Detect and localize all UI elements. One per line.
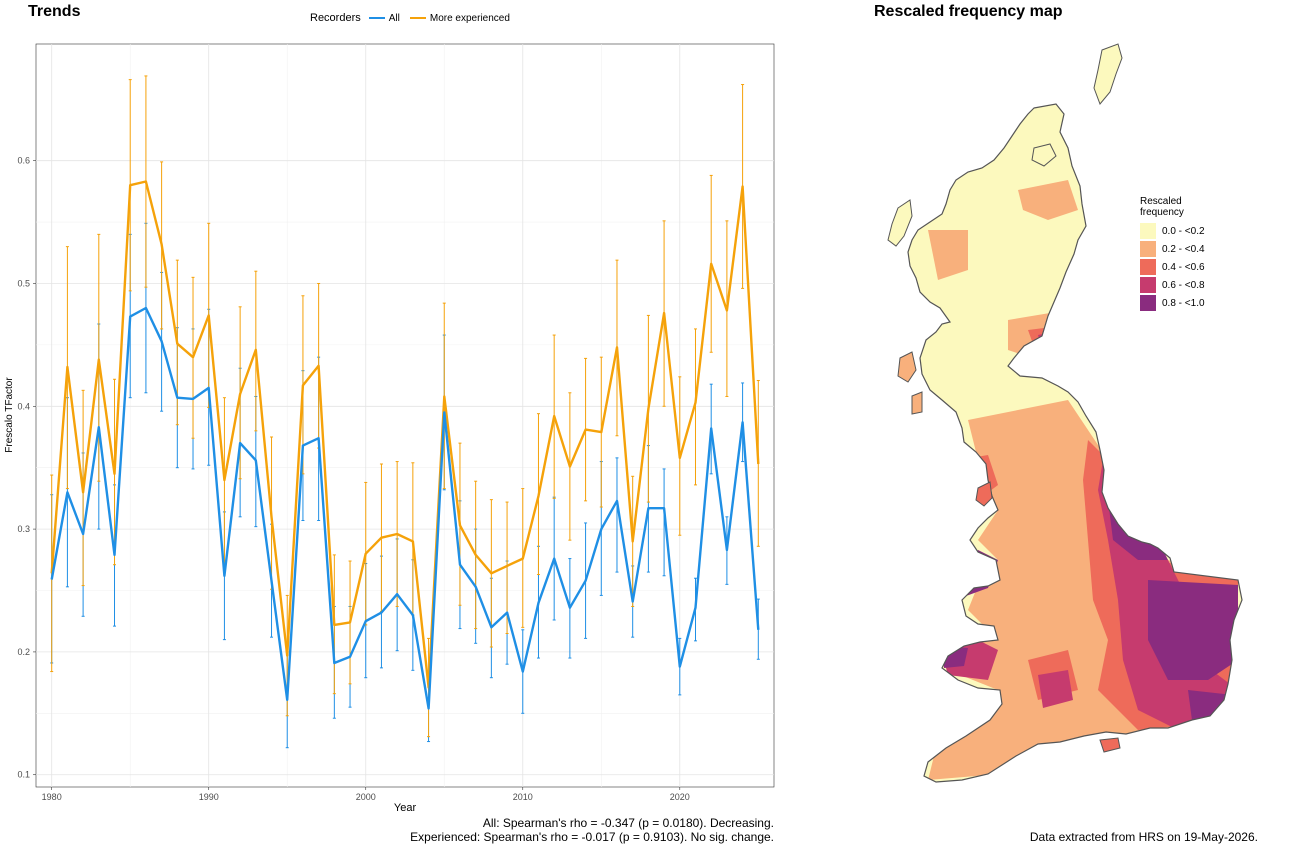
map-legend-title-2: frequency (1140, 207, 1184, 218)
map-legend-label: 0.8 - <1.0 (1162, 297, 1205, 309)
stat-experienced: Experienced: Spearman's rho = -0.017 (p … (410, 830, 774, 844)
outer-hebrides (887, 199, 913, 247)
x-axis-label: Year (394, 802, 417, 814)
x-tick-label: 2010 (513, 792, 533, 802)
x-tick-label: 1980 (42, 792, 62, 802)
map-title: Rescaled frequency map (874, 3, 1063, 20)
swatch-0 (1140, 223, 1156, 239)
legend-key-experienced (409, 17, 426, 19)
isle-of-wight (1099, 737, 1121, 753)
y-tick-label: 0.1 (17, 770, 30, 780)
trends-title: Trends (28, 3, 81, 20)
legend-title: Recorders (310, 12, 361, 24)
isle-of-man (975, 481, 993, 507)
inner-islands (897, 351, 923, 415)
frequency-map (887, 43, 1243, 783)
error-bar-all (662, 468, 666, 577)
y-axis-label: Frescalo TFactor (4, 377, 15, 453)
shetland (1093, 43, 1123, 105)
map-legend: Rescaled frequency 0.0 - <0.2 0.2 - <0.4… (1140, 196, 1205, 312)
x-tick-label: 2000 (356, 792, 376, 802)
orkney (1031, 143, 1057, 167)
stat-all: All: Spearman's rho = -0.347 (p = 0.0180… (482, 816, 774, 830)
error-bar-all (615, 457, 619, 573)
map-legend-label: 0.6 - <0.8 (1162, 279, 1205, 291)
map-legend-label: 0.2 - <0.4 (1162, 243, 1205, 255)
plot-panel (35, 43, 775, 788)
map-legend-title-1: Rescaled (1140, 196, 1182, 207)
swatch-2 (1140, 259, 1156, 275)
legend-key-all (368, 17, 385, 19)
map-legend-row: 0.0 - <0.2 (1140, 222, 1205, 240)
swatch-4 (1140, 295, 1156, 311)
map-legend-label: 0.0 - <0.2 (1162, 225, 1205, 237)
series-line-all (50, 306, 760, 710)
swatch-1 (1140, 241, 1156, 257)
map-legend-row: 0.2 - <0.4 (1140, 240, 1205, 258)
swatch-3 (1140, 277, 1156, 293)
legend-label-all: All (388, 12, 400, 24)
map-legend-row: 0.6 - <0.8 (1140, 276, 1205, 294)
y-tick-label: 0.5 (17, 278, 30, 288)
data-note: Data extracted from HRS on 19-May-2026. (1029, 830, 1258, 844)
legend-label-experienced: More experienced (429, 12, 510, 24)
coastline (907, 103, 1243, 783)
error-bar-experienced (97, 233, 101, 482)
trends-chart: 0.1 0.2 0.3 0.4 0.5 0.6 1980 1990 2000 2010 2020 Y… (4, 43, 775, 814)
y-tick-label: 0.2 (17, 647, 30, 657)
series-line-experienced (50, 180, 760, 689)
y-tick-label: 0.6 (17, 156, 30, 166)
y-tick-label: 0.4 (17, 401, 30, 411)
axis-layer: 0.1 0.2 0.3 0.4 0.5 0.6 1980 1990 2000 2010 2020 (17, 156, 689, 802)
y-tick-label: 0.3 (17, 524, 30, 534)
chart-legend: Recorders All More experienced (310, 12, 520, 24)
x-tick-label: 1990 (199, 792, 219, 802)
map-legend-row: 0.8 - <1.0 (1140, 294, 1205, 312)
line-layer (50, 180, 760, 710)
x-tick-label: 2020 (670, 792, 690, 802)
map-legend-label: 0.4 - <0.6 (1162, 261, 1205, 273)
map-legend-row: 0.4 - <0.6 (1140, 258, 1205, 276)
